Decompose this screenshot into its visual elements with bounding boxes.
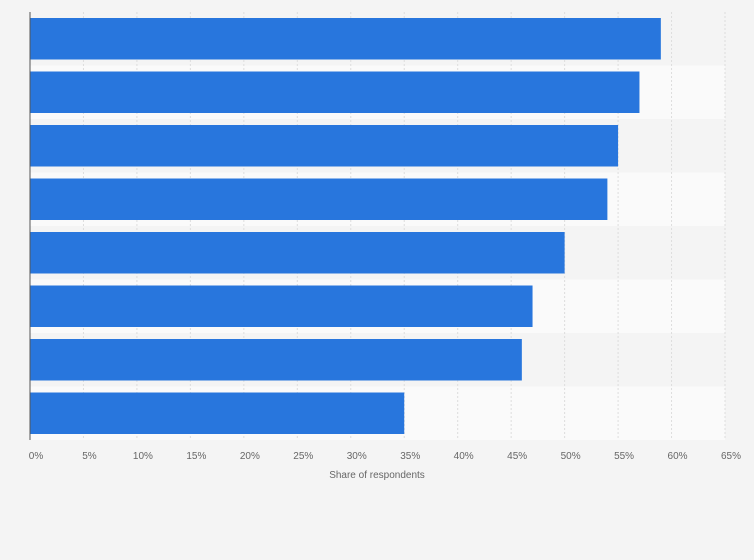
x-tick-label: 30%	[347, 451, 367, 462]
x-tick-label: 45%	[507, 451, 527, 462]
x-tick-label: 25%	[293, 451, 313, 462]
x-tick-label: 15%	[186, 451, 206, 462]
x-tick-label: 60%	[668, 451, 688, 462]
bar[interactable]	[30, 178, 608, 221]
x-tick-label: 40%	[454, 451, 474, 462]
bars	[30, 18, 661, 434]
bar[interactable]	[30, 232, 565, 274]
bar[interactable]	[30, 71, 640, 114]
bar[interactable]	[30, 339, 522, 381]
x-tick-labels: 0% 5% 10% 15% 20% 25% 30% 35% 40% 45% 50% 55% 60% 65%	[29, 451, 741, 462]
x-tick-label: 55%	[614, 451, 634, 462]
x-tick-label: 20%	[240, 451, 260, 462]
bar[interactable]	[30, 125, 619, 167]
x-tick-label: 50%	[561, 451, 581, 462]
bar[interactable]	[30, 18, 661, 60]
x-axis-title: Share of respondents	[329, 470, 425, 481]
bar[interactable]	[30, 392, 405, 435]
x-tick-label: 0%	[29, 451, 44, 462]
bar[interactable]	[30, 285, 533, 328]
x-tick-label: 10%	[133, 451, 153, 462]
x-tick-label: 65%	[721, 451, 741, 462]
x-tick-label: 35%	[400, 451, 420, 462]
x-tick-label: 5%	[82, 451, 97, 462]
